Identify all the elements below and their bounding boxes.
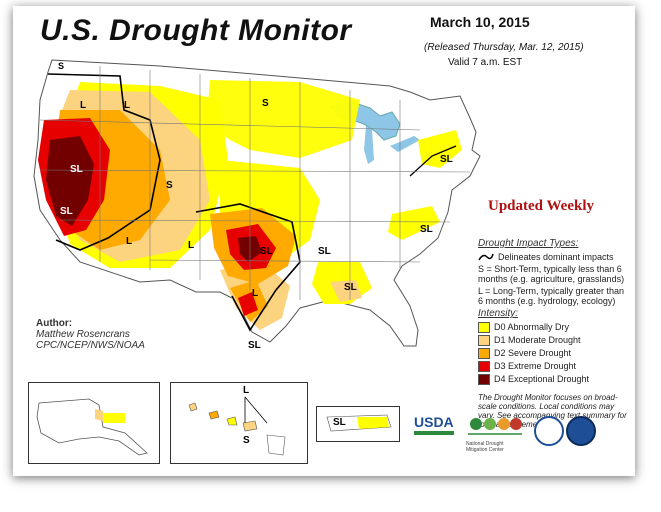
swatch-d4 <box>478 374 490 385</box>
hawaii-label-l: L <box>243 385 250 396</box>
ndmc-trees-icon <box>468 418 522 435</box>
impact-line-icon <box>478 253 494 261</box>
legend-delineates: Delineates dominant impacts <box>478 252 628 262</box>
map-label-l: L <box>188 240 195 251</box>
noaa-logo-icon <box>566 416 596 446</box>
hawaii-inset: L S <box>170 382 308 464</box>
legend-d2: D2 Severe Drought <box>494 348 572 358</box>
logo-row: USDA National Drought Mitigation Center <box>414 412 620 453</box>
legend-short-term-text: S = Short-Term, typically less than 6 mo… <box>478 264 625 284</box>
map-label-l: L <box>126 236 133 247</box>
ndmc-logo: National Drought Mitigation Center <box>466 416 524 453</box>
map-label-s: S <box>166 180 173 191</box>
pr-label-sl: SL <box>333 417 346 428</box>
map-label-sl: SL <box>344 282 357 293</box>
usda-text: USDA <box>414 414 454 430</box>
legend-short-term: S = Short-Term, typically less than 6 mo… <box>478 264 628 284</box>
usda-logo: USDA <box>414 414 454 435</box>
hawaii-label-s: S <box>243 435 250 446</box>
puerto-rico-inset: SL <box>316 406 400 442</box>
map-label-sl: SL <box>318 246 331 257</box>
legend-d1: D1 Moderate Drought <box>494 335 581 345</box>
legend-long-term: L = Long-Term, typically greater than 6 … <box>478 286 628 306</box>
alaska-map <box>36 398 148 456</box>
puerto-rico-map <box>326 414 392 432</box>
page-title: U.S. Drought Monitor <box>40 14 352 47</box>
map-date: March 10, 2015 <box>430 14 530 30</box>
map-label-l: L <box>124 100 131 111</box>
swatch-d2 <box>478 348 490 359</box>
author-name: Matthew Rosencrans <box>36 329 130 340</box>
map-label-sl: SL <box>420 224 433 235</box>
swatch-d0 <box>478 322 490 333</box>
legend-long-term-text: L = Long-Term, typically greater than 6 … <box>478 286 624 306</box>
release-date: (Released Thursday, Mar. 12, 2015) <box>424 42 584 53</box>
author-label: Author: <box>36 318 73 329</box>
legend-d4: D4 Exceptional Drought <box>494 374 590 384</box>
legend-delineates-text: Delineates dominant impacts <box>498 252 614 262</box>
legend-d3: D3 Extreme Drought <box>494 361 577 371</box>
map-label-sl: SL <box>440 154 453 165</box>
updated-weekly-banner: Updated Weekly <box>488 198 594 214</box>
swatch-d3 <box>478 361 490 372</box>
map-label-l: L <box>252 288 259 299</box>
map-label-s: S <box>262 98 269 109</box>
map-label-l: L <box>80 100 87 111</box>
valid-time: Valid 7 a.m. EST <box>448 57 523 68</box>
map-label-sl: SL <box>70 164 83 175</box>
legend-d0: D0 Abnormally Dry <box>494 322 570 332</box>
map-label-sl: SL <box>260 246 273 257</box>
swatch-d1 <box>478 335 490 346</box>
hawaii-map <box>188 396 286 456</box>
ndmc-text: National Drought Mitigation Center <box>466 441 504 453</box>
alaska-inset <box>28 382 160 464</box>
legend: Drought Impact Types: Delineates dominan… <box>478 238 628 429</box>
map-label-sl: SL <box>248 340 261 351</box>
author-org: CPC/NCEP/NWS/NOAA <box>36 340 145 351</box>
commerce-seal-icon <box>534 416 564 446</box>
legend-impact-header: Drought Impact Types: <box>478 238 579 249</box>
author-block: Author: Matthew Rosencrans CPC/NCEP/NWS/… <box>36 318 145 351</box>
legend-intensity-header: Intensity: <box>478 308 519 319</box>
map-label-sl: SL <box>60 206 73 217</box>
map-label-s: S <box>58 61 65 71</box>
